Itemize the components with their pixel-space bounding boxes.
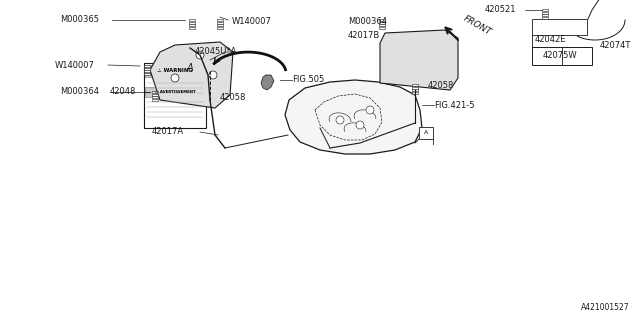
Text: 42058: 42058 xyxy=(220,93,246,102)
Bar xyxy=(145,87,205,97)
Text: 420521: 420521 xyxy=(485,5,516,14)
Bar xyxy=(532,19,587,35)
Text: 42045U*A: 42045U*A xyxy=(195,47,237,57)
Bar xyxy=(207,94,213,96)
Polygon shape xyxy=(285,80,422,154)
Bar xyxy=(379,22,385,24)
Text: FIG.505: FIG.505 xyxy=(292,76,324,84)
Text: ⚠ AVERTISSEMENT: ⚠ AVERTISSEMENT xyxy=(155,90,195,94)
Bar xyxy=(379,27,385,29)
Bar xyxy=(542,17,548,19)
Bar xyxy=(145,65,205,76)
Bar xyxy=(189,24,195,26)
Text: 42042E: 42042E xyxy=(535,36,566,44)
Bar xyxy=(189,27,195,29)
Circle shape xyxy=(196,51,204,59)
Bar xyxy=(217,22,223,24)
Text: M000364: M000364 xyxy=(348,18,387,27)
Circle shape xyxy=(209,71,217,79)
Text: 42017A: 42017A xyxy=(152,127,184,137)
Text: FRONT: FRONT xyxy=(462,14,493,37)
Text: 42074T: 42074T xyxy=(600,41,632,50)
Polygon shape xyxy=(380,30,458,90)
Bar xyxy=(217,27,223,29)
Text: FIG.421-5: FIG.421-5 xyxy=(434,100,474,109)
Bar xyxy=(542,9,548,11)
Text: M000364: M000364 xyxy=(60,87,99,97)
Text: A: A xyxy=(187,63,193,73)
Polygon shape xyxy=(261,75,274,90)
Bar xyxy=(152,99,158,101)
Circle shape xyxy=(356,121,364,129)
Text: 42075W: 42075W xyxy=(543,52,577,60)
Bar xyxy=(419,127,433,139)
Bar xyxy=(379,24,385,26)
Bar xyxy=(152,94,158,96)
Text: ⚠ WARNING: ⚠ WARNING xyxy=(157,68,193,73)
Bar xyxy=(542,14,548,16)
Circle shape xyxy=(336,116,344,124)
Circle shape xyxy=(171,74,179,82)
Text: 42048: 42048 xyxy=(110,87,136,97)
Text: 42017B: 42017B xyxy=(348,30,380,39)
Bar xyxy=(412,92,418,94)
Text: 42058: 42058 xyxy=(428,81,454,90)
Text: W140007: W140007 xyxy=(232,18,272,27)
Text: W140007: W140007 xyxy=(55,60,95,69)
Bar xyxy=(144,62,206,127)
Polygon shape xyxy=(150,42,233,108)
Bar xyxy=(152,92,158,93)
Bar xyxy=(207,102,213,104)
Bar xyxy=(542,12,548,14)
Bar xyxy=(379,20,385,21)
Bar xyxy=(412,84,418,86)
Bar xyxy=(207,97,213,99)
Bar xyxy=(532,47,592,65)
Bar xyxy=(144,70,150,72)
Bar xyxy=(144,65,150,67)
Bar xyxy=(207,100,213,101)
Bar xyxy=(412,87,418,89)
Bar xyxy=(217,24,223,26)
Text: A421001527: A421001527 xyxy=(581,303,630,312)
Bar xyxy=(152,96,158,98)
Bar xyxy=(189,20,195,21)
Text: A: A xyxy=(424,130,428,135)
Bar xyxy=(144,68,150,70)
Bar xyxy=(412,89,418,91)
Text: M000365: M000365 xyxy=(60,15,99,25)
Bar xyxy=(217,20,223,21)
Bar xyxy=(189,22,195,24)
Bar xyxy=(144,73,150,75)
Circle shape xyxy=(366,106,374,114)
